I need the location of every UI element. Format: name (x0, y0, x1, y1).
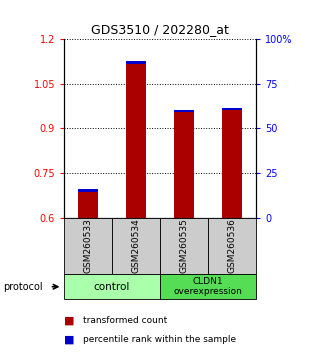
Bar (222, 110, 242, 218)
Text: transformed count: transformed count (83, 316, 167, 325)
Bar (126, 61, 146, 64)
Bar (126, 64, 146, 218)
Text: GSM260533: GSM260533 (84, 218, 92, 274)
Bar (174, 112, 194, 218)
Bar (208, 218, 256, 274)
Bar (222, 108, 242, 110)
Bar (160, 274, 256, 299)
Text: GSM260536: GSM260536 (228, 218, 236, 274)
Bar (64, 218, 112, 274)
Text: percentile rank within the sample: percentile rank within the sample (83, 335, 236, 344)
Bar (64, 274, 160, 299)
Bar (78, 192, 98, 218)
Text: CLDN1
overexpression: CLDN1 overexpression (173, 277, 243, 296)
Title: GDS3510 / 202280_at: GDS3510 / 202280_at (91, 23, 229, 36)
Text: ■: ■ (64, 315, 75, 325)
Text: GSM260535: GSM260535 (180, 218, 188, 274)
Bar (78, 189, 98, 192)
Text: protocol: protocol (3, 282, 43, 292)
Bar (112, 218, 160, 274)
Bar (174, 110, 194, 112)
Text: ■: ■ (64, 335, 75, 345)
Text: control: control (94, 282, 130, 292)
Bar (160, 218, 208, 274)
Text: GSM260534: GSM260534 (132, 219, 140, 273)
